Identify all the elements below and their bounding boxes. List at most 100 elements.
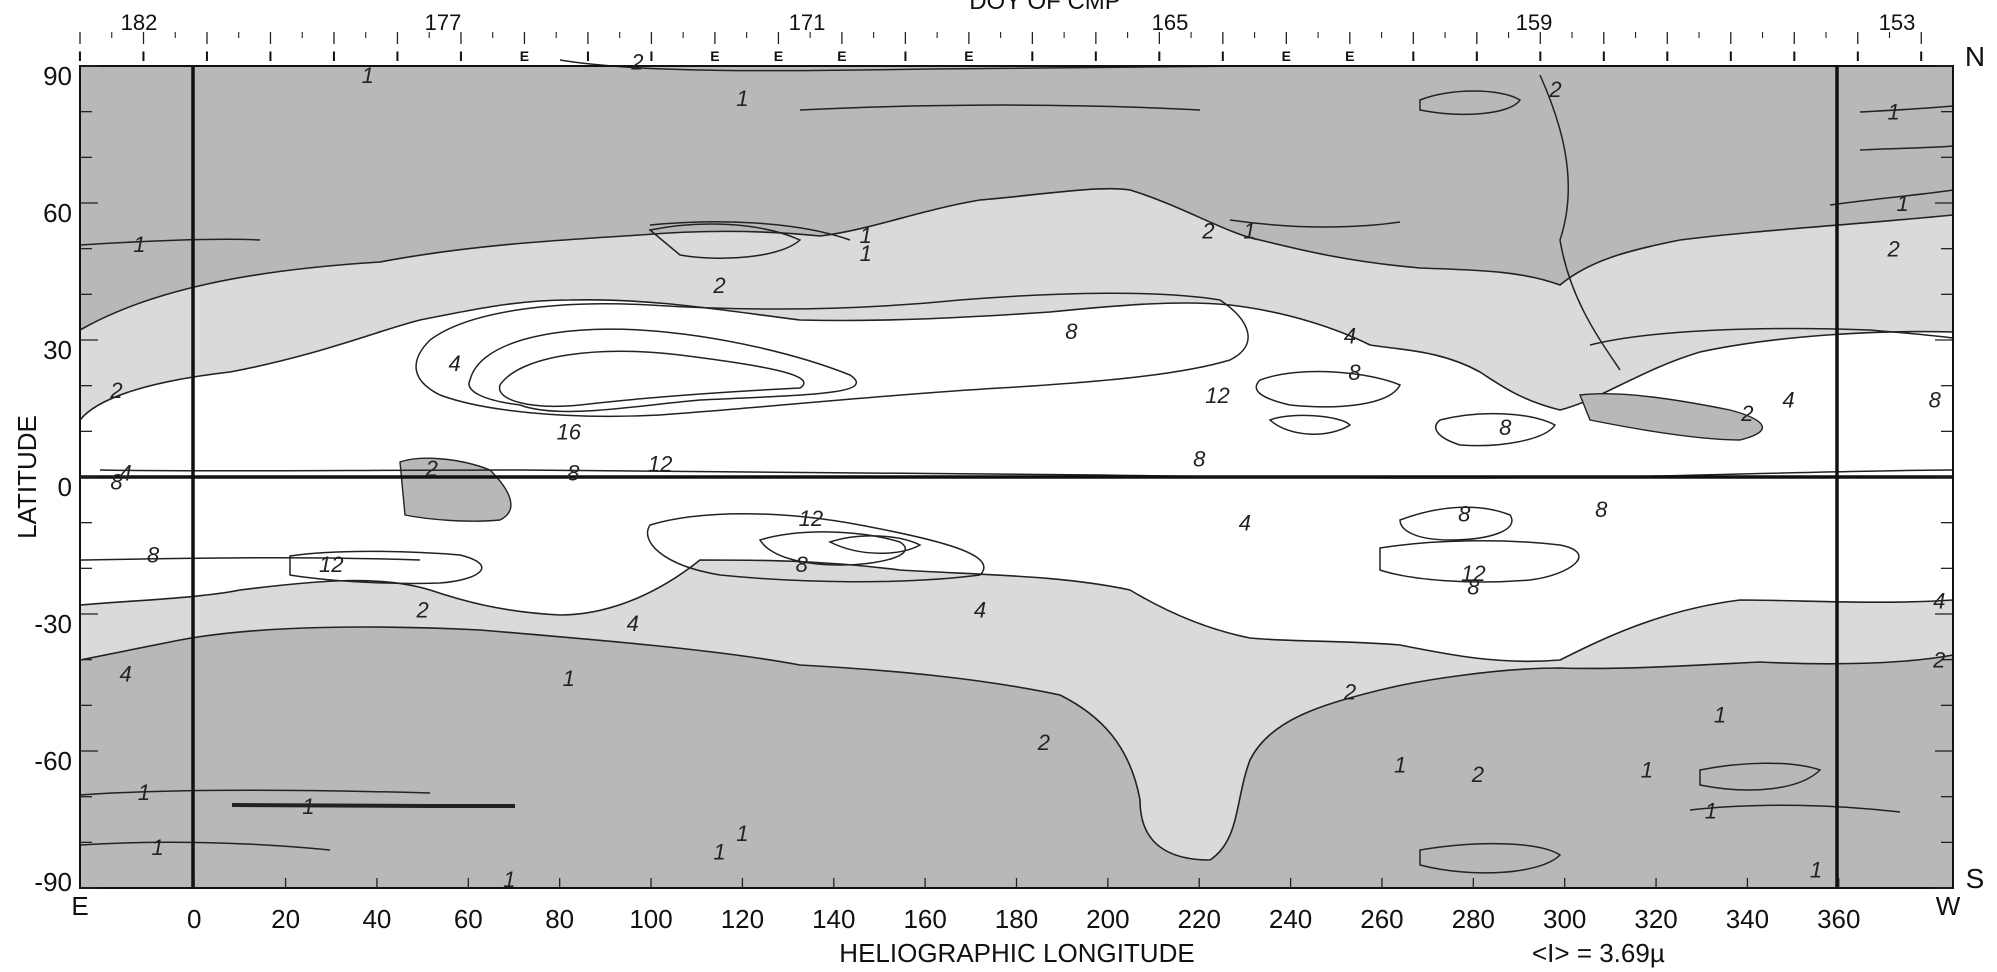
contour-line [799, 104, 1201, 111]
contour-level-label: 2 [415, 597, 428, 622]
contour-level-label: 1 [1714, 702, 1726, 727]
contour-line [1859, 105, 1954, 113]
contour-level-label: 1 [713, 839, 725, 864]
contour-level-label: 1 [503, 867, 515, 892]
contour-line [231, 803, 516, 808]
top-axis-marker: I [903, 48, 907, 64]
contour-level-label: 2 [630, 49, 643, 74]
x-tick-label: 160 [903, 904, 946, 934]
top-axis-marker: I [78, 48, 82, 64]
doy-tick-label: 153 [1879, 10, 1916, 35]
doy-tick-label: 182 [121, 10, 158, 35]
contour-line [646, 513, 985, 583]
contour-line [1419, 90, 1522, 116]
contour-line [468, 328, 858, 413]
contour-level-label: 8 [1467, 575, 1480, 600]
contour-level-label: 12 [1205, 383, 1229, 408]
contour-level-label: 1 [302, 794, 314, 819]
contour-level-label: 8 [1458, 502, 1471, 527]
contour-line [79, 238, 261, 246]
x-tick-label: 340 [1726, 904, 1769, 934]
contour-level-label: 8 [1499, 415, 1512, 440]
contour-level-label: 12 [648, 451, 672, 476]
contour-level-label: 1 [860, 223, 872, 248]
contour-level-label: 1 [736, 86, 748, 111]
top-axis-marker: I [332, 48, 336, 64]
side-ticks [80, 65, 1953, 889]
top-axis-marker: I [396, 48, 400, 64]
top-axis-labels: 182 177 171 165 159 153 [121, 10, 1916, 35]
top-axis-marker: E [964, 48, 973, 64]
top-axis-marker: I [1157, 48, 1161, 64]
contour-line [1859, 145, 1954, 151]
grey-patch-center [399, 457, 512, 522]
y-tick-label: 60 [43, 198, 72, 228]
contour-level-label: 2 [712, 273, 725, 298]
contour-line [649, 221, 851, 241]
contour-line [648, 223, 802, 259]
plot-area [79, 59, 1954, 889]
top-axis-marker: E [774, 48, 783, 64]
contour-level-label: 8 [1929, 387, 1942, 412]
x-axis: 0 20 40 60 80 100 120 140 160 180 200 220 240 260 280 3… [187, 904, 1861, 934]
x-tick-label: 100 [629, 904, 672, 934]
contour-level-label: 2 [109, 378, 122, 403]
top-axis-marker: E [710, 48, 719, 64]
contour-level-label: 2 [1932, 648, 1945, 673]
contour-level-label: 2 [1201, 218, 1214, 243]
contour-line [1419, 842, 1562, 874]
contour-line [79, 556, 421, 561]
contour-level-label: 12 [799, 506, 823, 531]
top-axis-marker: I [459, 48, 463, 64]
contour-line [1699, 762, 1822, 791]
contour-level-label: 8 [1595, 497, 1608, 522]
contour-level-label: 2 [1343, 680, 1356, 705]
contour-line [1589, 327, 1954, 346]
top-axis-marker: I [1602, 48, 1606, 64]
grey-patch-north-east [1579, 393, 1764, 441]
top-axis-marker: I [1030, 48, 1034, 64]
top-axis-marker: E [1345, 48, 1354, 64]
contour-level-label: 8 [147, 543, 160, 568]
contour-line [498, 350, 805, 408]
x-tick-label: 240 [1269, 904, 1312, 934]
top-axis-marker: I [1094, 48, 1098, 64]
contour-line [79, 841, 331, 851]
contour-level-label: 4 [120, 661, 132, 686]
x-tick-label: 20 [271, 904, 300, 934]
top-axis-marker: E [837, 48, 846, 64]
x-tick-label: 60 [454, 904, 483, 934]
x-tick-label: 140 [812, 904, 855, 934]
contour-lines [79, 59, 1954, 874]
contour-level-label: 1 [860, 241, 872, 266]
top-axis-marker: I [1856, 48, 1860, 64]
x-tick-label: 200 [1086, 904, 1129, 934]
contour-line [1379, 539, 1580, 583]
contour-level-label: 4 [1782, 387, 1794, 412]
top-axis-marker: I [1665, 48, 1669, 64]
contour-level-label: 4 [1933, 588, 1945, 613]
north-label: N [1965, 41, 1985, 72]
contour-level-label: 4 [1344, 323, 1356, 348]
contour-level-label: 8 [567, 460, 580, 485]
contour-level-label: 2 [1471, 762, 1484, 787]
contour-level-label: 1 [138, 780, 150, 805]
top-axis-marker: I [1221, 48, 1225, 64]
x-tick-label: 280 [1452, 904, 1495, 934]
contour-line [1229, 219, 1401, 228]
contour-line [289, 550, 483, 585]
top-axis-marker: I [1411, 48, 1415, 64]
x-axis-title: HELIOGRAPHIC LONGITUDE [839, 938, 1194, 968]
top-axis-marker: I [205, 48, 209, 64]
contour-level-label: 1 [152, 835, 164, 860]
contour-line [415, 292, 1249, 418]
x-tick-label: 120 [721, 904, 764, 934]
x-tick-label: 300 [1543, 904, 1586, 934]
contour-level-label: 2 [425, 456, 438, 481]
contour-level-label: 1 [1887, 100, 1899, 125]
doy-tick-label: 159 [1516, 10, 1553, 35]
top-axis-marker: I [1729, 48, 1733, 64]
contour-line [1829, 189, 1954, 206]
